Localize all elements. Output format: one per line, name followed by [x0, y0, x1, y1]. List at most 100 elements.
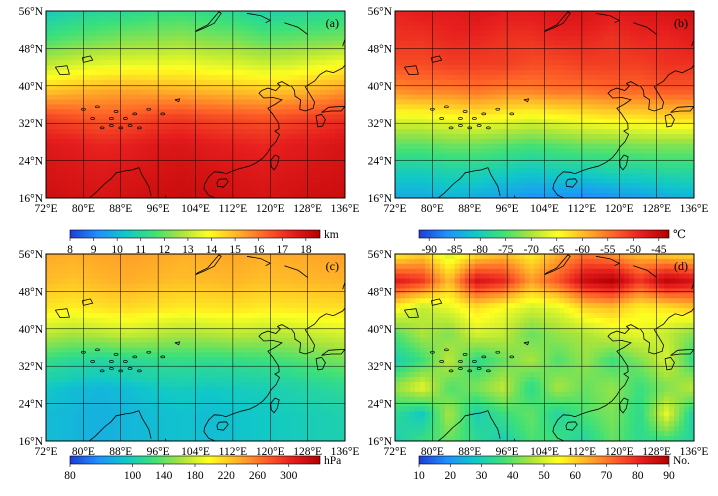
- field-cell: [220, 158, 226, 165]
- field-cell: [75, 158, 82, 165]
- field-cell: [554, 79, 561, 86]
- field-cell: [514, 178, 521, 184]
- field-cell: [395, 20, 401, 27]
- field-cell: [594, 134, 600, 140]
- field-cell: [285, 254, 291, 260]
- field-cell: [444, 183, 451, 189]
- field-cell: [524, 30, 531, 37]
- field-cell: [315, 163, 321, 170]
- field-cell: [325, 25, 331, 32]
- field-cell: [644, 35, 650, 42]
- field-cell: [215, 65, 222, 71]
- field-cell: [539, 153, 546, 160]
- field-cell: [609, 173, 615, 179]
- field-cell: [315, 74, 321, 81]
- field-cell: [429, 79, 436, 86]
- field-cell: [320, 173, 326, 179]
- field-cell: [519, 183, 526, 189]
- field-cell: [120, 258, 127, 265]
- field-cell: [474, 188, 481, 194]
- field-cell: [295, 134, 301, 140]
- field-cell: [230, 84, 236, 91]
- field-cell: [499, 84, 506, 91]
- field-cell: [55, 15, 62, 22]
- field-cell: [654, 129, 660, 135]
- field-cell: [65, 89, 72, 96]
- field-cell: [584, 193, 590, 198]
- field-cell: [514, 60, 521, 66]
- field-cell: [170, 268, 177, 275]
- field-cell: [654, 15, 660, 22]
- field-cell: [235, 124, 241, 130]
- field-cell: [464, 84, 471, 91]
- field-cell: [305, 168, 311, 174]
- field-cell: [320, 258, 326, 265]
- field-cell: [544, 99, 551, 106]
- field-cell: [165, 109, 172, 115]
- colorbar-tick-label: -85: [447, 244, 463, 256]
- field-cell: [65, 183, 72, 189]
- field-cell: [434, 183, 441, 189]
- field-cell: [444, 74, 451, 81]
- field-cell: [90, 183, 97, 189]
- field-cell: [125, 94, 132, 101]
- field-cell: [95, 89, 102, 96]
- field-cell: [295, 109, 301, 115]
- field-cell: [624, 65, 630, 71]
- field-cell: [464, 25, 471, 32]
- field-cell: [145, 124, 152, 130]
- field-cell: [160, 50, 167, 56]
- field-cell: [574, 153, 580, 160]
- field-cell: [100, 193, 107, 198]
- field-cell: [689, 158, 694, 165]
- field-cell: [140, 173, 147, 179]
- field-cell: [604, 114, 610, 120]
- field-cell: [489, 148, 496, 155]
- field-cell: [444, 30, 451, 37]
- field-cell: [554, 178, 561, 184]
- field-cell: [175, 109, 182, 115]
- field-cell: [160, 148, 167, 155]
- field-cell: [310, 148, 316, 155]
- field-cell: [285, 148, 291, 155]
- field-cell: [614, 55, 620, 61]
- field-cell: [190, 114, 197, 120]
- field-cell: [404, 35, 411, 42]
- field-cell: [469, 55, 476, 61]
- field-cell: [230, 163, 236, 170]
- field-cell: [125, 30, 132, 37]
- field-cell: [120, 129, 127, 135]
- field-cell: [664, 74, 670, 81]
- field-cell: [50, 79, 57, 86]
- field-cell: [664, 79, 670, 86]
- field-cell: [80, 163, 87, 170]
- field-cell: [105, 258, 112, 265]
- field-cell: [85, 55, 92, 61]
- field-cell: [325, 119, 331, 125]
- field-cell: [395, 173, 401, 179]
- field-cell: [454, 124, 461, 130]
- field-cell: [689, 104, 694, 111]
- field-cell: [185, 74, 192, 81]
- field-cell: [90, 153, 97, 160]
- field-cell: [155, 94, 162, 101]
- coastline: [216, 178, 229, 188]
- field-cell: [160, 183, 167, 189]
- field-cell: [110, 94, 117, 101]
- field-cell: [285, 30, 291, 37]
- field-cell: [265, 74, 271, 81]
- field-cell: [170, 178, 177, 184]
- field-cell: [564, 143, 571, 150]
- field-cell: [409, 188, 416, 194]
- field-cell: [235, 30, 241, 37]
- field-cell: [305, 124, 311, 130]
- field-cell: [140, 134, 147, 140]
- field-cell: [579, 188, 585, 194]
- field-cell: [679, 65, 685, 71]
- field-cell: [150, 183, 157, 189]
- field-cell: [145, 109, 152, 115]
- field-cell: [569, 119, 575, 125]
- field-cell: [100, 163, 107, 170]
- field-cell: [634, 143, 640, 150]
- field-cell: [504, 158, 511, 165]
